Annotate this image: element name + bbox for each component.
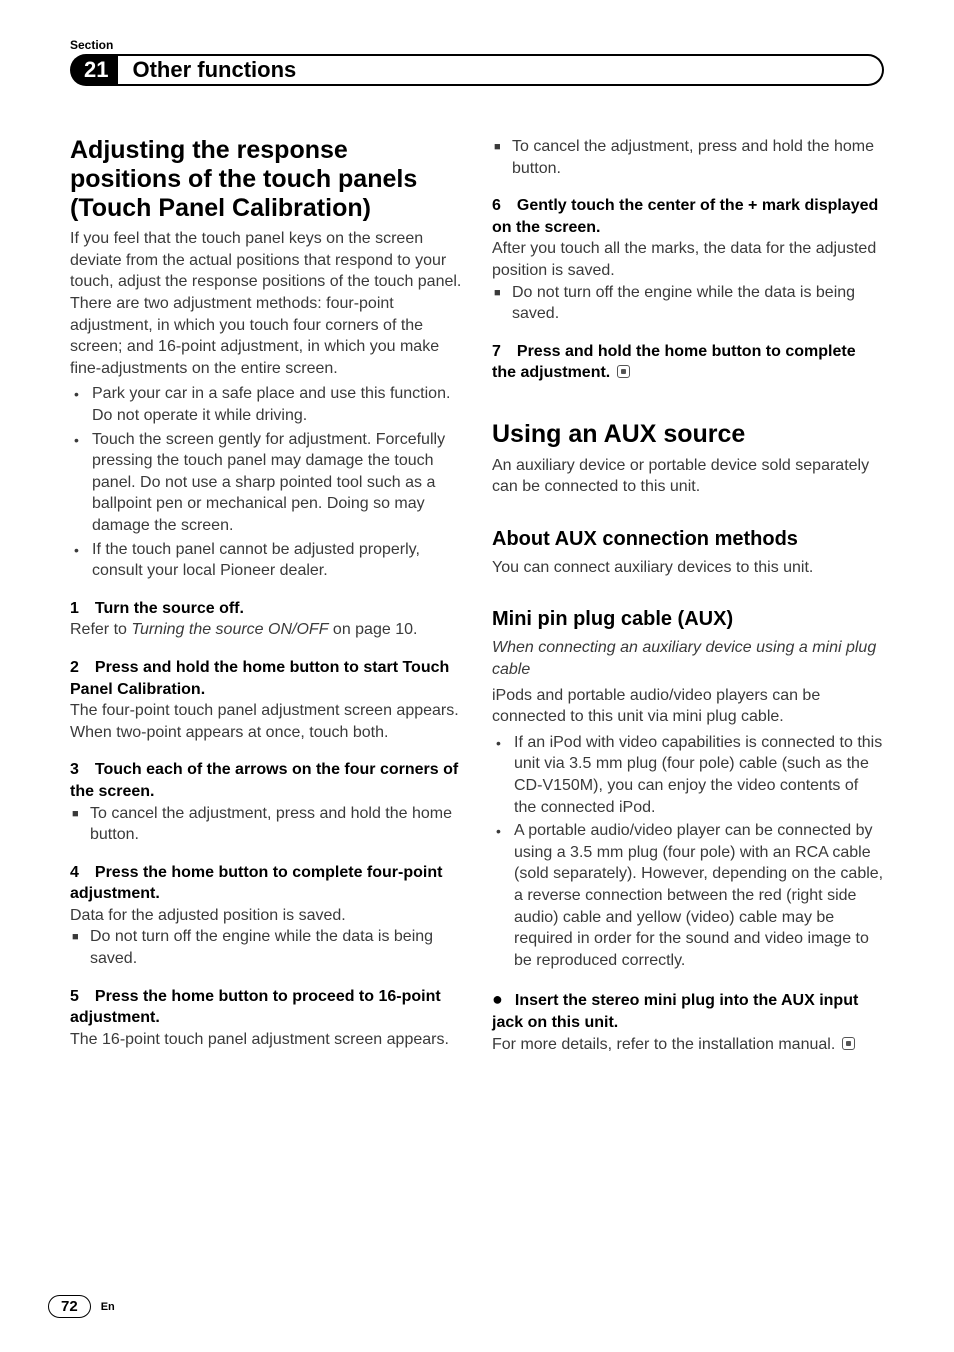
heading-calibration: Adjusting the response positions of the … bbox=[70, 136, 462, 222]
note-text: Do not turn off the engine while the dat… bbox=[90, 926, 462, 969]
step-heading: 3 Touch each of the arrows on the four c… bbox=[70, 759, 462, 802]
step-body: For more details, refer to the installat… bbox=[492, 1034, 884, 1056]
step-heading: ●Insert the stereo mini plug into the AU… bbox=[492, 987, 884, 1033]
step-6: 6 Gently touch the center of the + mark … bbox=[492, 195, 884, 325]
insert-step: ●Insert the stereo mini plug into the AU… bbox=[492, 987, 884, 1055]
mini-plug-subtitle: When connecting an auxiliary device usin… bbox=[492, 637, 884, 680]
step-note: ■ Do not turn off the engine while the d… bbox=[70, 926, 462, 969]
right-column: ■ To cancel the adjustment, press and ho… bbox=[492, 136, 884, 1055]
text: For more details, refer to the installat… bbox=[492, 1036, 835, 1053]
step-body: The four-point touch panel adjustment sc… bbox=[70, 700, 462, 743]
end-mark-icon bbox=[617, 365, 630, 378]
text: Refer to bbox=[70, 621, 131, 638]
square-bullet-icon: ■ bbox=[70, 926, 90, 969]
list-item: •Park your car in a safe place and use t… bbox=[70, 383, 462, 426]
note-text: To cancel the adjustment, press and hold… bbox=[512, 136, 884, 179]
bullet-icon: • bbox=[70, 429, 92, 537]
square-bullet-icon: ■ bbox=[492, 282, 512, 325]
page-footer: 72 En bbox=[48, 1295, 115, 1318]
list-text: If an iPod with video capabilities is co… bbox=[514, 732, 884, 818]
list-item: •If an iPod with video capabilities is c… bbox=[492, 732, 884, 818]
chapter-title: Other functions bbox=[132, 57, 296, 83]
step-heading: 2 Press and hold the home button to star… bbox=[70, 657, 462, 700]
aux-methods-body: You can connect auxiliary devices to thi… bbox=[492, 557, 884, 579]
text: on page 10. bbox=[328, 621, 417, 638]
large-bullet-icon: ● bbox=[492, 989, 503, 1009]
chapter-number-badge: 21 bbox=[70, 54, 118, 86]
language-label: En bbox=[101, 1301, 115, 1313]
aux-intro: An auxiliary device or portable device s… bbox=[492, 455, 884, 498]
step-4: 4 Press the home button to complete four… bbox=[70, 862, 462, 970]
square-bullet-icon: ■ bbox=[70, 803, 90, 846]
list-text: If the touch panel cannot be adjusted pr… bbox=[92, 539, 462, 582]
step-3: 3 Touch each of the arrows on the four c… bbox=[70, 759, 462, 845]
note-text: Do not turn off the engine while the dat… bbox=[512, 282, 884, 325]
step-heading: 7 Press and hold the home button to comp… bbox=[492, 341, 884, 384]
mini-plug-body: iPods and portable audio/video players c… bbox=[492, 685, 884, 728]
step-head-text: 7 Press and hold the home button to comp… bbox=[492, 343, 856, 382]
step-7: 7 Press and hold the home button to comp… bbox=[492, 341, 884, 384]
end-mark-icon bbox=[842, 1037, 855, 1050]
left-column: Adjusting the response positions of the … bbox=[70, 136, 462, 1055]
step-2: 2 Press and hold the home button to star… bbox=[70, 657, 462, 743]
heading-line: (Touch Panel Calibration) bbox=[70, 194, 371, 222]
note-text: To cancel the adjustment, press and hold… bbox=[90, 803, 462, 846]
step-body: The 16-point touch panel adjustment scre… bbox=[70, 1029, 462, 1051]
bullet-icon: • bbox=[492, 820, 514, 971]
bullet-icon: • bbox=[70, 539, 92, 582]
step-note: ■ To cancel the adjustment, press and ho… bbox=[70, 803, 462, 846]
step-note: ■ Do not turn off the engine while the d… bbox=[492, 282, 884, 325]
heading-aux: Using an AUX source bbox=[492, 420, 884, 449]
header-bar: 21 Other functions bbox=[70, 54, 884, 86]
heading-aux-methods: About AUX connection methods bbox=[492, 526, 884, 553]
bullet-icon: • bbox=[70, 383, 92, 426]
chapter-title-container: Other functions bbox=[118, 54, 884, 86]
step-body: Data for the adjusted position is saved. bbox=[70, 905, 462, 927]
step-heading: 5 Press the home button to proceed to 16… bbox=[70, 986, 462, 1029]
page-number-pill: 72 bbox=[48, 1295, 91, 1318]
square-bullet-icon: ■ bbox=[492, 136, 512, 179]
heading-line: Adjusting the response bbox=[70, 136, 348, 164]
content-columns: Adjusting the response positions of the … bbox=[70, 136, 884, 1055]
step-body: Refer to Turning the source ON/OFF on pa… bbox=[70, 619, 462, 641]
list-item: •Touch the screen gently for adjustment.… bbox=[70, 429, 462, 537]
step-heading: 4 Press the home button to complete four… bbox=[70, 862, 462, 905]
step-note: ■ To cancel the adjustment, press and ho… bbox=[492, 136, 884, 179]
intro-paragraph: If you feel that the touch panel keys on… bbox=[70, 228, 462, 379]
heading-mini-plug: Mini pin plug cable (AUX) bbox=[492, 606, 884, 633]
step-heading: 6 Gently touch the center of the + mark … bbox=[492, 195, 884, 238]
step-1: 1 Turn the source off. Refer to Turning … bbox=[70, 598, 462, 641]
list-item: •A portable audio/video player can be co… bbox=[492, 820, 884, 971]
list-text: A portable audio/video player can be con… bbox=[514, 820, 884, 971]
bullet-icon: • bbox=[492, 732, 514, 818]
step-head-text: Insert the stereo mini plug into the AUX… bbox=[492, 992, 858, 1031]
warning-list: •Park your car in a safe place and use t… bbox=[70, 383, 462, 581]
step-heading: 1 Turn the source off. bbox=[70, 598, 462, 620]
list-text: Touch the screen gently for adjustment. … bbox=[92, 429, 462, 537]
heading-line: positions of the touch panels bbox=[70, 165, 417, 193]
step-5: 5 Press the home button to proceed to 16… bbox=[70, 986, 462, 1051]
section-label: Section bbox=[70, 38, 884, 52]
reference-italic: Turning the source ON/OFF bbox=[131, 621, 328, 638]
step-body: After you touch all the marks, the data … bbox=[492, 238, 884, 281]
aux-list: •If an iPod with video capabilities is c… bbox=[492, 732, 884, 972]
page: Section 21 Other functions Adjusting the… bbox=[0, 0, 954, 1352]
list-item: •If the touch panel cannot be adjusted p… bbox=[70, 539, 462, 582]
list-text: Park your car in a safe place and use th… bbox=[92, 383, 462, 426]
